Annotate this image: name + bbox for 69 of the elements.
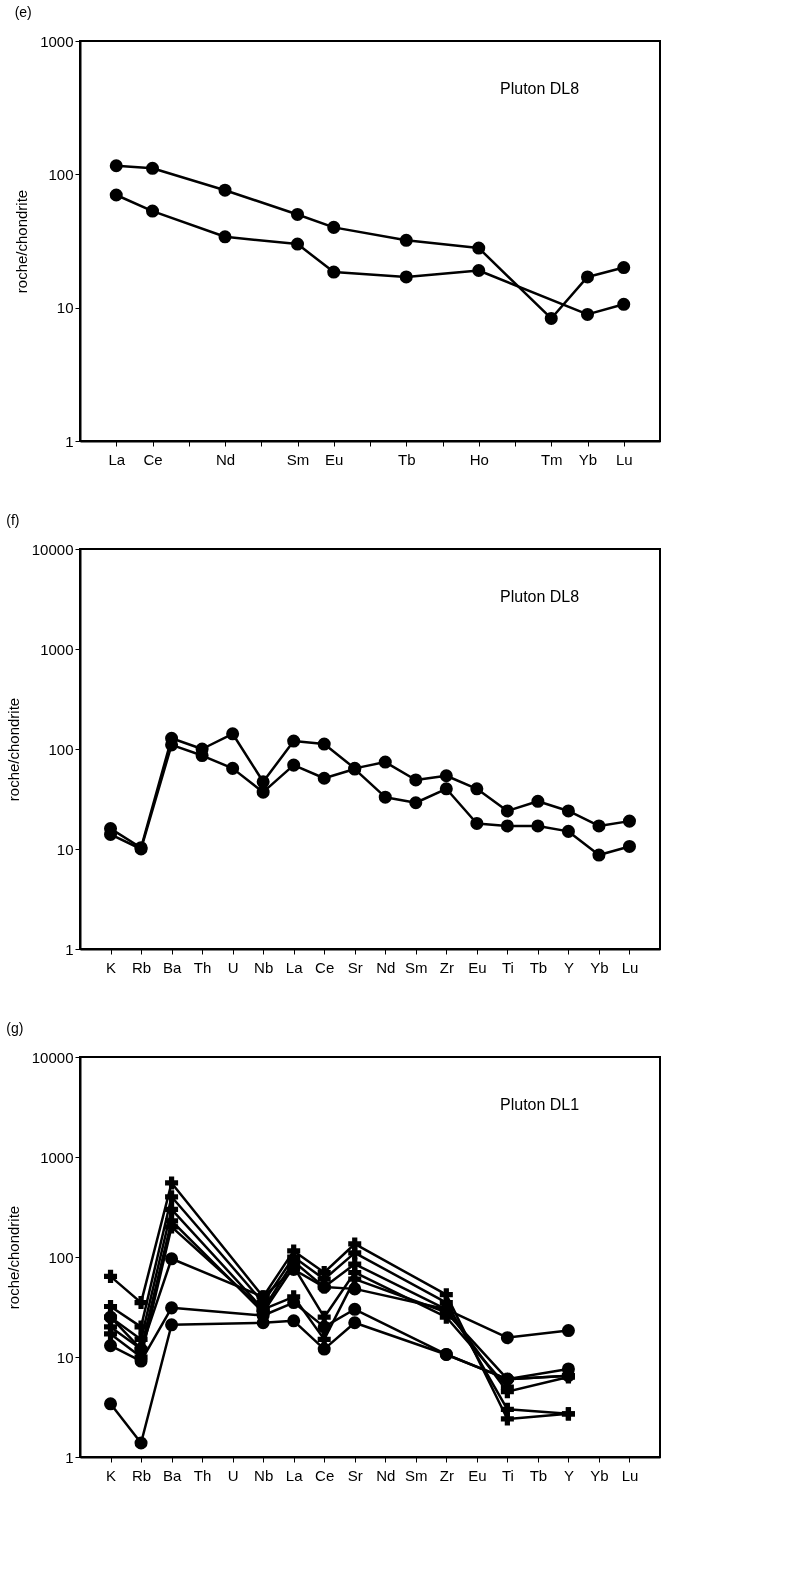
y-tick-label: 1000 bbox=[40, 1148, 74, 1166]
x-tick-label: K bbox=[106, 958, 117, 976]
x-tick-label: Sr bbox=[347, 958, 363, 976]
x-tick-label: Nb bbox=[254, 958, 274, 976]
x-tick-label: La bbox=[285, 958, 304, 976]
x-tick-label: Tm bbox=[540, 450, 563, 468]
x-tick-label: La bbox=[285, 1466, 304, 1484]
x-tick-label: Sr bbox=[347, 1466, 363, 1484]
x-tick-label: Ho bbox=[469, 450, 489, 468]
x-tick-label: Tb bbox=[529, 1466, 548, 1484]
x-tick-label: Ti bbox=[501, 958, 514, 976]
x-tick-label: Sm bbox=[405, 958, 428, 976]
x-tick-label: Nd bbox=[376, 958, 396, 976]
chart-title: (f) bbox=[6, 512, 20, 528]
x-tick-label: Nd bbox=[376, 1466, 396, 1484]
y-tick-label: 10 bbox=[56, 840, 74, 858]
y-tick-label: 10 bbox=[56, 299, 74, 317]
y-tick-label: 100 bbox=[48, 1248, 74, 1266]
x-tick-label: Sm bbox=[405, 1466, 428, 1484]
x-tick-label: Rb bbox=[131, 958, 152, 976]
x-tick-label: Ti bbox=[501, 1466, 514, 1484]
x-tick-label: Yb bbox=[590, 958, 609, 976]
x-tick-label: Ce bbox=[315, 958, 335, 976]
x-tick-label: Lu bbox=[621, 1466, 639, 1484]
x-tick-label: Lu bbox=[621, 958, 639, 976]
y-tick-label: 1 bbox=[65, 432, 74, 450]
y-tick-label: 1 bbox=[65, 940, 74, 958]
x-tick-label: U bbox=[227, 958, 239, 976]
x-tick-label: La bbox=[108, 450, 126, 468]
y-tick-label: 100 bbox=[48, 740, 74, 758]
x-tick-label: Yb bbox=[578, 450, 598, 468]
x-tick-label: Ba bbox=[162, 1466, 182, 1484]
x-tick-label: Yb bbox=[590, 1466, 609, 1484]
x-tick-label: Sm bbox=[286, 450, 310, 468]
y-tick-label: 100 bbox=[48, 165, 74, 183]
y-axis-title: roche/chondrite bbox=[4, 697, 22, 802]
y-tick-label: 1000 bbox=[40, 32, 74, 50]
x-tick-label: Zr bbox=[439, 1466, 454, 1484]
x-tick-label: Y bbox=[563, 1466, 574, 1484]
chart-title: (e) bbox=[14, 4, 32, 20]
y-tick-label: 10000 bbox=[31, 1048, 74, 1066]
x-tick-label: K bbox=[106, 1466, 117, 1484]
y-axis-title: roche/chondrite bbox=[13, 189, 31, 294]
x-tick-label: Tb bbox=[529, 958, 548, 976]
x-tick-label: Lu bbox=[615, 450, 633, 468]
y-axis-title: roche/chondrite bbox=[4, 1205, 22, 1310]
x-tick-label: Th bbox=[193, 1466, 212, 1484]
annotation: Pluton DL1 bbox=[500, 1096, 580, 1113]
y-tick-label: 10 bbox=[56, 1348, 74, 1366]
x-tick-label: Ba bbox=[162, 958, 182, 976]
x-tick-label: Eu bbox=[468, 1466, 487, 1484]
x-tick-label: Zr bbox=[439, 958, 454, 976]
x-tick-label: Eu bbox=[325, 450, 344, 468]
x-tick-label: Tb bbox=[397, 450, 416, 468]
x-tick-label: Eu bbox=[468, 958, 487, 976]
x-tick-label: Y bbox=[563, 958, 574, 976]
x-tick-label: Rb bbox=[131, 1466, 152, 1484]
annotation: Pluton DL8 bbox=[500, 588, 580, 605]
x-tick-label: Ce bbox=[315, 1466, 335, 1484]
x-tick-label: U bbox=[227, 1466, 239, 1484]
annotation: Pluton DL8 bbox=[500, 80, 580, 97]
x-tick-label: Ce bbox=[143, 450, 163, 468]
x-tick-label: Nd bbox=[215, 450, 236, 468]
x-tick-label: Th bbox=[193, 958, 212, 976]
y-tick-label: 1000 bbox=[40, 640, 74, 658]
y-tick-label: 10000 bbox=[31, 540, 74, 558]
y-tick-label: 1 bbox=[65, 1448, 74, 1466]
chart-title: (g) bbox=[6, 1020, 24, 1036]
x-tick-label: Nb bbox=[254, 1466, 274, 1484]
